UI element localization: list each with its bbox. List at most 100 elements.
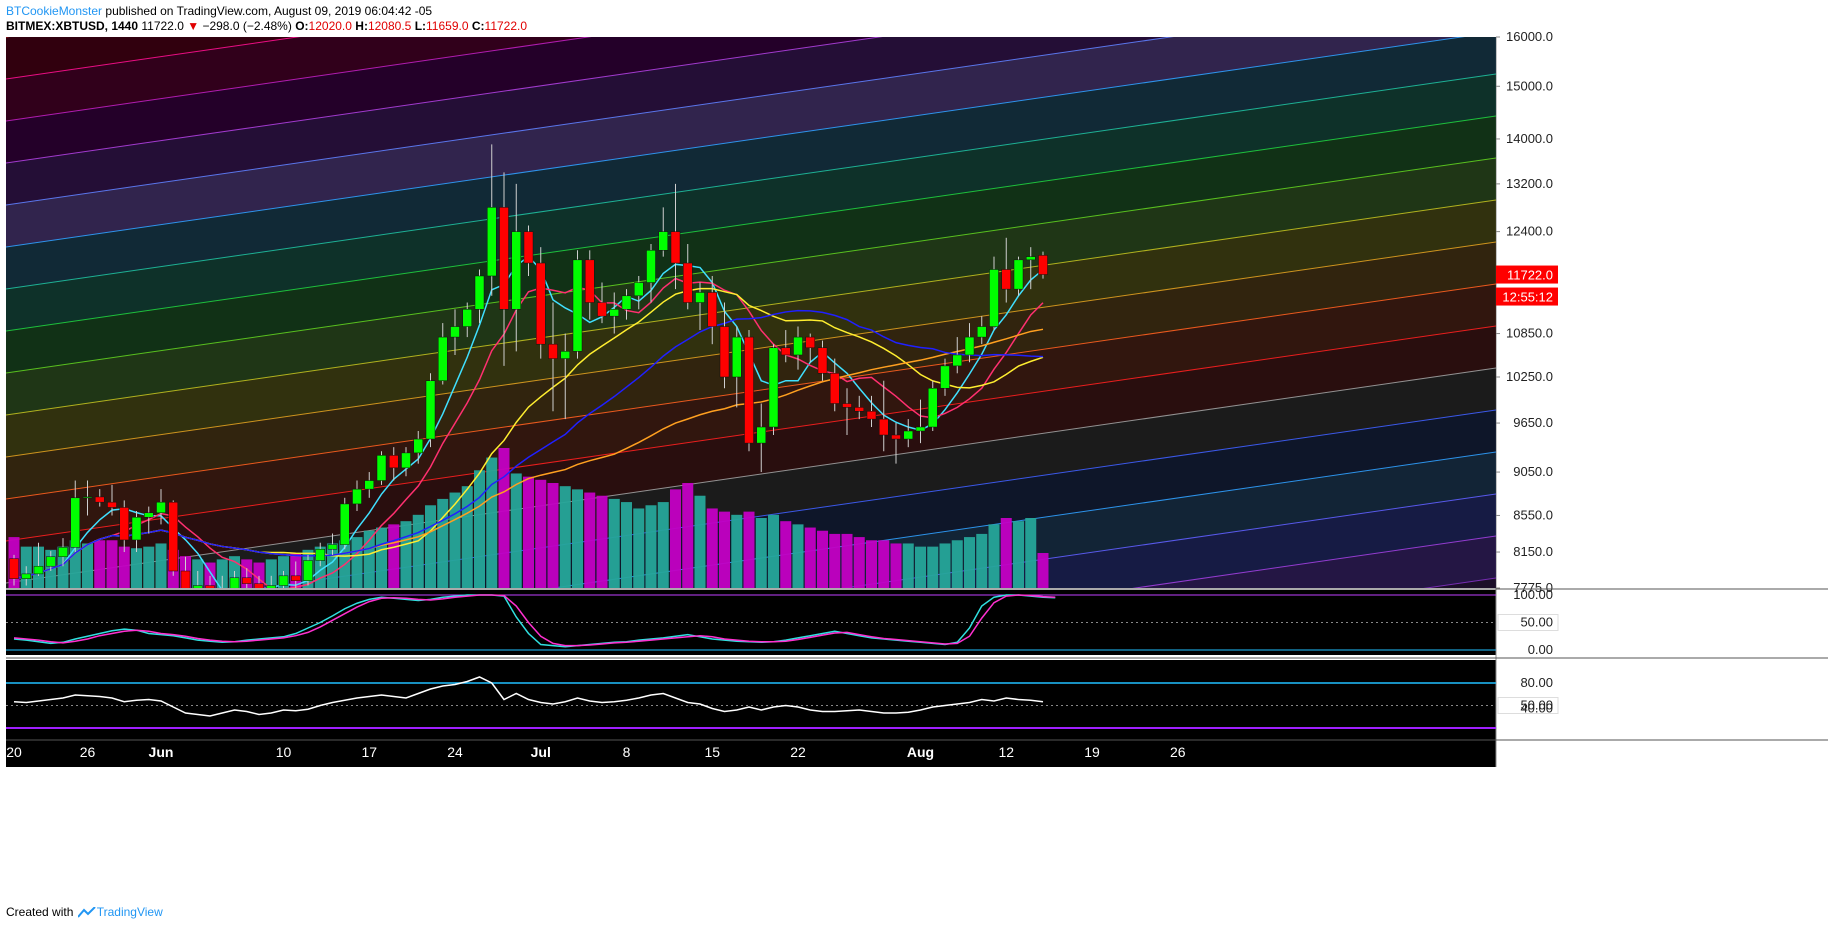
- candle-body: [928, 388, 938, 428]
- price-tick-label: 13200.0: [1506, 176, 1553, 191]
- candle-body: [9, 558, 19, 579]
- volume-bar: [878, 540, 890, 588]
- date-tick-label: Jul: [531, 744, 551, 760]
- volume-bar: [829, 533, 841, 588]
- regression-line: [6, 367, 1496, 584]
- candle-body: [168, 501, 178, 572]
- date-tick-label: 20: [6, 744, 22, 760]
- candle-body: [1013, 259, 1024, 290]
- date-tick-label: 24: [447, 744, 463, 760]
- candle-body: [487, 207, 497, 277]
- rsi-line: [13, 676, 1044, 717]
- candle-body: [634, 282, 644, 297]
- high-label: H:: [355, 19, 368, 33]
- volume-bar: [216, 559, 228, 588]
- volume-bar: [474, 470, 485, 588]
- candle-body: [597, 302, 607, 317]
- author-name[interactable]: BTCookieMonster: [6, 4, 103, 18]
- volume-bar: [792, 524, 804, 588]
- candle-body: [180, 570, 191, 588]
- published-info: published on TradingView.com, August 09,…: [105, 4, 433, 18]
- price-tick-label: 12400.0: [1506, 224, 1553, 239]
- regression-band: [6, 326, 1496, 583]
- candle-body: [462, 309, 472, 327]
- candle-body: [523, 231, 534, 264]
- date-tick-label: 22: [790, 744, 806, 760]
- volume-bar: [915, 546, 926, 588]
- candle-body: [401, 452, 411, 469]
- volume-bar: [204, 562, 216, 588]
- last-price: 11722.0: [141, 19, 184, 33]
- candle-body: [658, 231, 668, 251]
- candle-body: [499, 207, 509, 310]
- candle-body: [46, 556, 56, 567]
- candle-body: [560, 351, 570, 359]
- volume-bar: [743, 511, 755, 588]
- high-value: 12080.5: [367, 19, 412, 33]
- volume-bar: [486, 457, 498, 588]
- candle-body: [58, 547, 68, 557]
- candle-body: [1001, 269, 1011, 290]
- volume-bar: [1000, 518, 1012, 588]
- price-tick-label: 8150.0: [1513, 544, 1553, 559]
- volume-bar: [902, 543, 914, 588]
- volume-bar: [572, 489, 583, 588]
- regression-line: [841, 493, 1496, 588]
- low-value: 11659.0: [426, 19, 469, 33]
- created-with-label: Created with: [6, 905, 74, 919]
- regression-line: [6, 37, 301, 80]
- date-tick-label: 26: [1170, 744, 1186, 760]
- moving-average-line: [13, 309, 1044, 580]
- stoch-level-label: 0.00: [1528, 642, 1553, 657]
- candle-body: [266, 585, 276, 588]
- candle-body: [242, 577, 252, 584]
- candle-body: [915, 426, 926, 432]
- date-tick-label: 8: [623, 744, 631, 760]
- candle-body: [376, 455, 387, 481]
- regression-line: [6, 37, 592, 122]
- stoch-level-box: [1497, 614, 1559, 631]
- candle-body: [572, 259, 583, 352]
- volume-bar: [106, 540, 118, 588]
- candle-body: [144, 512, 154, 518]
- candle-body: [744, 336, 754, 444]
- volume-bar: [449, 492, 461, 588]
- date-tick-label: 15: [704, 744, 720, 760]
- volume-bar: [817, 530, 828, 588]
- open-label: O:: [295, 19, 309, 33]
- moving-average-line: [13, 277, 1044, 588]
- candle-body: [903, 430, 913, 440]
- close-value: 11722.0: [484, 19, 528, 33]
- candle-body: [977, 326, 987, 338]
- rsi-pane-bg: [6, 660, 1496, 740]
- candle-body: [964, 336, 975, 356]
- volume-bar: [155, 543, 167, 588]
- regression-band: [6, 158, 1496, 415]
- volume-bar: [584, 492, 596, 588]
- open-value: 12020.0: [308, 19, 352, 33]
- low-label: L:: [414, 19, 427, 33]
- tradingview-brand-link[interactable]: TradingView: [96, 905, 163, 919]
- symbol-label: BITMEX:XBTUSD, 1440: [6, 19, 139, 33]
- candle-body: [413, 438, 423, 454]
- date-tick-label: 19: [1084, 744, 1100, 760]
- volume-bar: [608, 498, 620, 588]
- regression-band: [6, 74, 1496, 331]
- stoch-d-line: [13, 594, 1056, 647]
- volume-bar: [118, 546, 130, 588]
- volume-bar: [1037, 553, 1049, 588]
- regression-line: [6, 73, 1496, 290]
- close-label: C:: [471, 19, 485, 33]
- candle-body: [193, 585, 203, 588]
- regression-line: [1132, 535, 1496, 588]
- volume-bar: [706, 508, 718, 588]
- regression-line: [6, 157, 1496, 374]
- candle-body: [830, 373, 840, 404]
- volume-bar: [547, 483, 559, 588]
- volume-bar: [535, 479, 547, 588]
- price-tick-label: 9050.0: [1513, 464, 1553, 479]
- volume-bar: [327, 543, 338, 588]
- volume-bar: [621, 502, 632, 588]
- candle-body: [474, 275, 485, 310]
